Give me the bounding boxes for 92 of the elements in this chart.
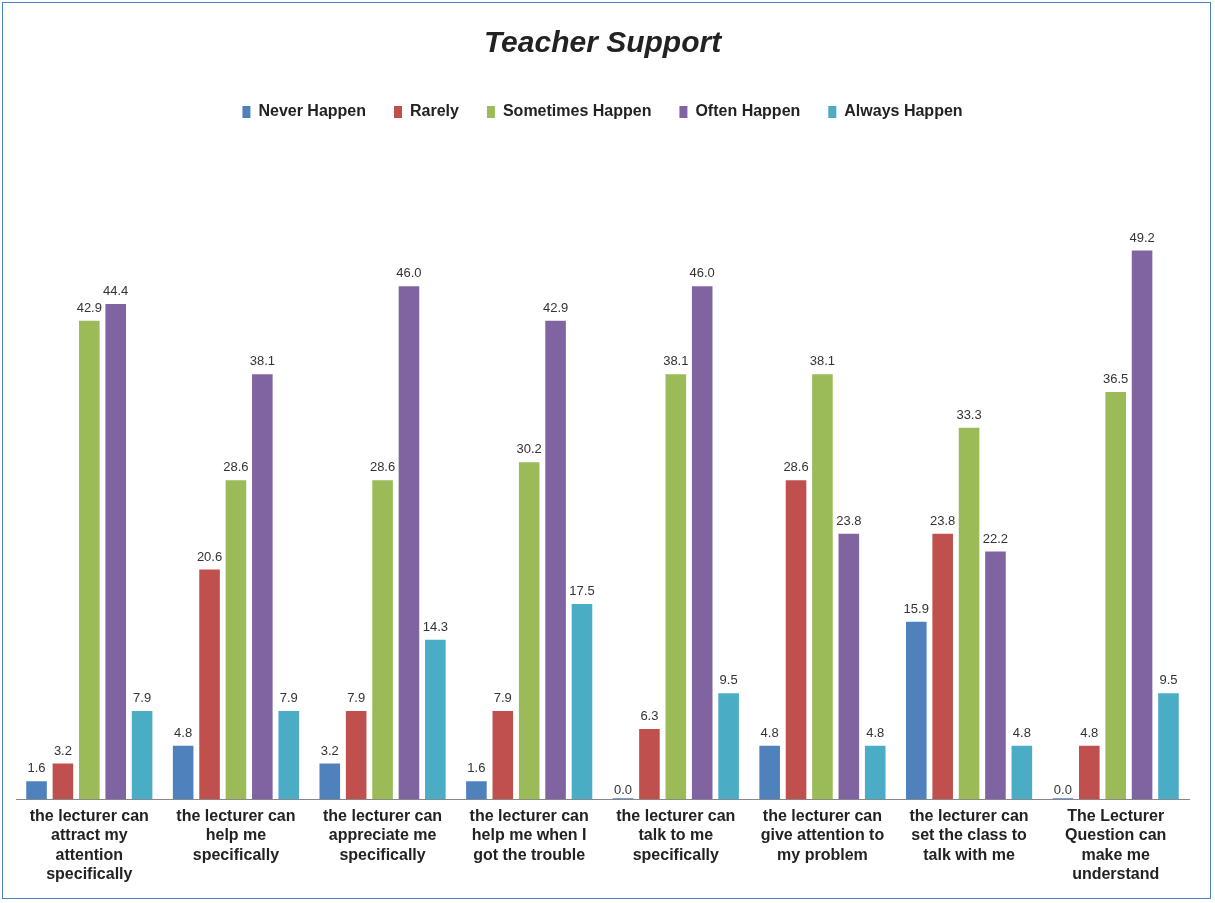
bar <box>199 569 220 800</box>
bar <box>225 480 247 800</box>
bar <box>492 711 514 800</box>
bar <box>1079 745 1100 800</box>
data-label: 0.0 <box>613 782 633 798</box>
data-label: 4.8 <box>174 724 193 740</box>
bar <box>319 763 341 800</box>
data-label: 7.9 <box>493 690 512 706</box>
bar <box>1131 250 1153 800</box>
data-label: 1.6 <box>467 760 486 776</box>
bar <box>932 533 953 800</box>
data-label: 36.5 <box>1103 371 1129 387</box>
bar <box>985 551 1006 800</box>
data-label: 6.3 <box>640 708 659 724</box>
bar <box>691 286 713 800</box>
bar <box>1158 693 1179 800</box>
x-tick-label: the lecturer can talk to me specifically <box>616 807 736 863</box>
data-label: 0.0 <box>1053 782 1072 798</box>
bar <box>345 711 367 800</box>
legend-label: Always Happen <box>844 102 963 120</box>
bar <box>425 639 446 800</box>
legend-label: Rarely <box>410 102 460 120</box>
data-label: 4.8 <box>1080 724 1099 740</box>
data-label: 44.4 <box>103 283 129 299</box>
x-tick-label: the lecturer can attract my attention specifically <box>29 807 149 882</box>
bar <box>571 604 593 800</box>
bar <box>785 480 807 800</box>
data-label: 33.3 <box>956 406 982 422</box>
bar <box>545 320 566 800</box>
legend-label: Never Happen <box>258 102 367 120</box>
bar <box>838 533 860 800</box>
bar <box>864 745 886 800</box>
data-label: 7.9 <box>279 690 298 706</box>
data-label: 15.9 <box>903 600 929 616</box>
bar <box>665 374 687 800</box>
data-label: 28.6 <box>369 459 396 475</box>
x-tick-label: the lecturer can set the class to talk with me <box>909 807 1029 863</box>
data-label: 30.2 <box>516 441 542 457</box>
data-label: 42.9 <box>76 299 102 315</box>
bar <box>759 745 780 800</box>
bar <box>905 621 927 800</box>
data-label: 23.8 <box>930 512 956 528</box>
bar <box>26 781 47 800</box>
data-label: 38.1 <box>663 353 689 369</box>
data-label: 14.3 <box>422 618 448 634</box>
data-label: 1.6 <box>27 760 46 776</box>
data-label: 7.9 <box>133 690 152 706</box>
x-tick-label: The Lecturer Question can make me understand <box>1065 807 1167 882</box>
data-label: 38.1 <box>249 353 275 369</box>
legend-label: Sometimes Happen <box>502 102 652 120</box>
data-label: 28.6 <box>223 459 249 475</box>
x-tick-label: the lecturer can appreciate me specifically <box>322 807 443 863</box>
x-tick-label: the lecturer can help me when I got the trouble <box>469 807 589 863</box>
bar <box>718 693 739 800</box>
data-label: 9.5 <box>1159 672 1178 688</box>
bar <box>466 781 487 800</box>
bar <box>172 745 194 800</box>
x-tick-label: the lecturer can help me specifically <box>176 807 296 863</box>
data-label: 4.8 <box>760 724 779 740</box>
bar <box>1011 745 1033 800</box>
data-label: 20.6 <box>196 548 223 564</box>
data-label: 38.1 <box>809 353 836 369</box>
data-label: 9.5 <box>719 672 738 688</box>
chart-title: Teacher Support <box>483 25 724 59</box>
data-label: 3.2 <box>53 742 72 758</box>
data-label: 46.0 <box>689 265 715 281</box>
data-label: 42.9 <box>542 299 569 315</box>
bar <box>131 711 153 800</box>
bar <box>398 286 420 800</box>
data-label: 17.5 <box>569 583 595 599</box>
data-label: 23.8 <box>836 512 862 528</box>
bar <box>105 303 126 800</box>
data-label: 28.6 <box>783 459 809 475</box>
data-label: 4.8 <box>1012 724 1031 740</box>
bar <box>1105 392 1126 800</box>
data-label: 22.2 <box>982 530 1009 546</box>
data-label: 49.2 <box>1129 229 1155 245</box>
data-label: 46.0 <box>396 265 422 281</box>
legend-label: Often Happen <box>695 102 801 120</box>
bar <box>278 711 300 800</box>
bar <box>812 374 833 800</box>
data-label: 7.9 <box>347 690 366 706</box>
data-label: 4.8 <box>866 724 885 740</box>
bar <box>79 320 100 800</box>
bar <box>52 763 74 800</box>
bar <box>639 728 660 800</box>
bar <box>372 480 393 800</box>
bar <box>958 427 980 800</box>
x-tick-label: the lecturer can give attention to my problem <box>760 807 885 863</box>
bar <box>252 374 273 800</box>
data-label: 3.2 <box>320 742 339 758</box>
bar <box>518 462 540 800</box>
